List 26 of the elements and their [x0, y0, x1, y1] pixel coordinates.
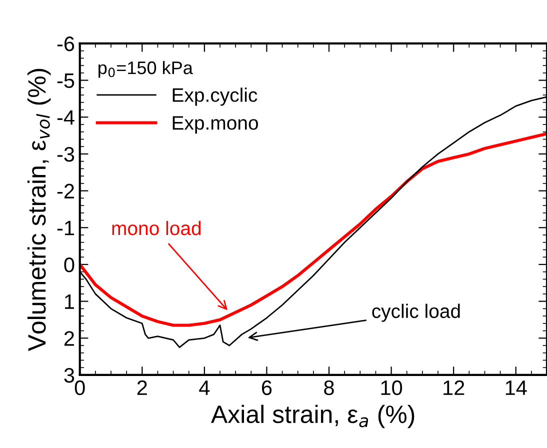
x-tick-label: 0 [74, 380, 85, 396]
y-tick-label: -1 [57, 220, 74, 236]
legend-title: p$_{0}$=150 kPa [98, 60, 193, 78]
y-tick-label: -4 [57, 110, 74, 125]
y-tick-label: -3 [57, 146, 74, 162]
y-axis-title: Volumetric strain, ε$_{vol}$ (%) [27, 68, 51, 352]
y-tick-label: 2 [64, 331, 74, 346]
x-tick-label: 8 [324, 380, 334, 396]
x-tick-label: 10 [381, 380, 402, 396]
x-tick-label: 14 [506, 380, 527, 395]
line-series [80, 132, 547, 327]
x-tick-label: 4 [199, 380, 210, 395]
annotation: cyclic load [372, 304, 460, 322]
x-tick-label: 12 [444, 380, 464, 395]
annotation: mono load [112, 220, 201, 236]
legend-label: Exp.mono [172, 116, 258, 134]
y-tick-label: 1 [65, 294, 74, 309]
y-tick-label: -6 [57, 36, 74, 52]
y-tick-label: -2 [57, 184, 74, 198]
y-tick-label: 0 [64, 257, 74, 272]
x-tick-label: 6 [262, 380, 272, 396]
y-tick-label: 3 [64, 368, 74, 383]
y-tick-label: -5 [57, 74, 74, 88]
legend-label: Exp.cyclic [172, 88, 258, 106]
x-axis-title: Axial strain, ε$_{a}$ (%) [210, 404, 414, 428]
x-tick-label: 2 [137, 380, 147, 395]
